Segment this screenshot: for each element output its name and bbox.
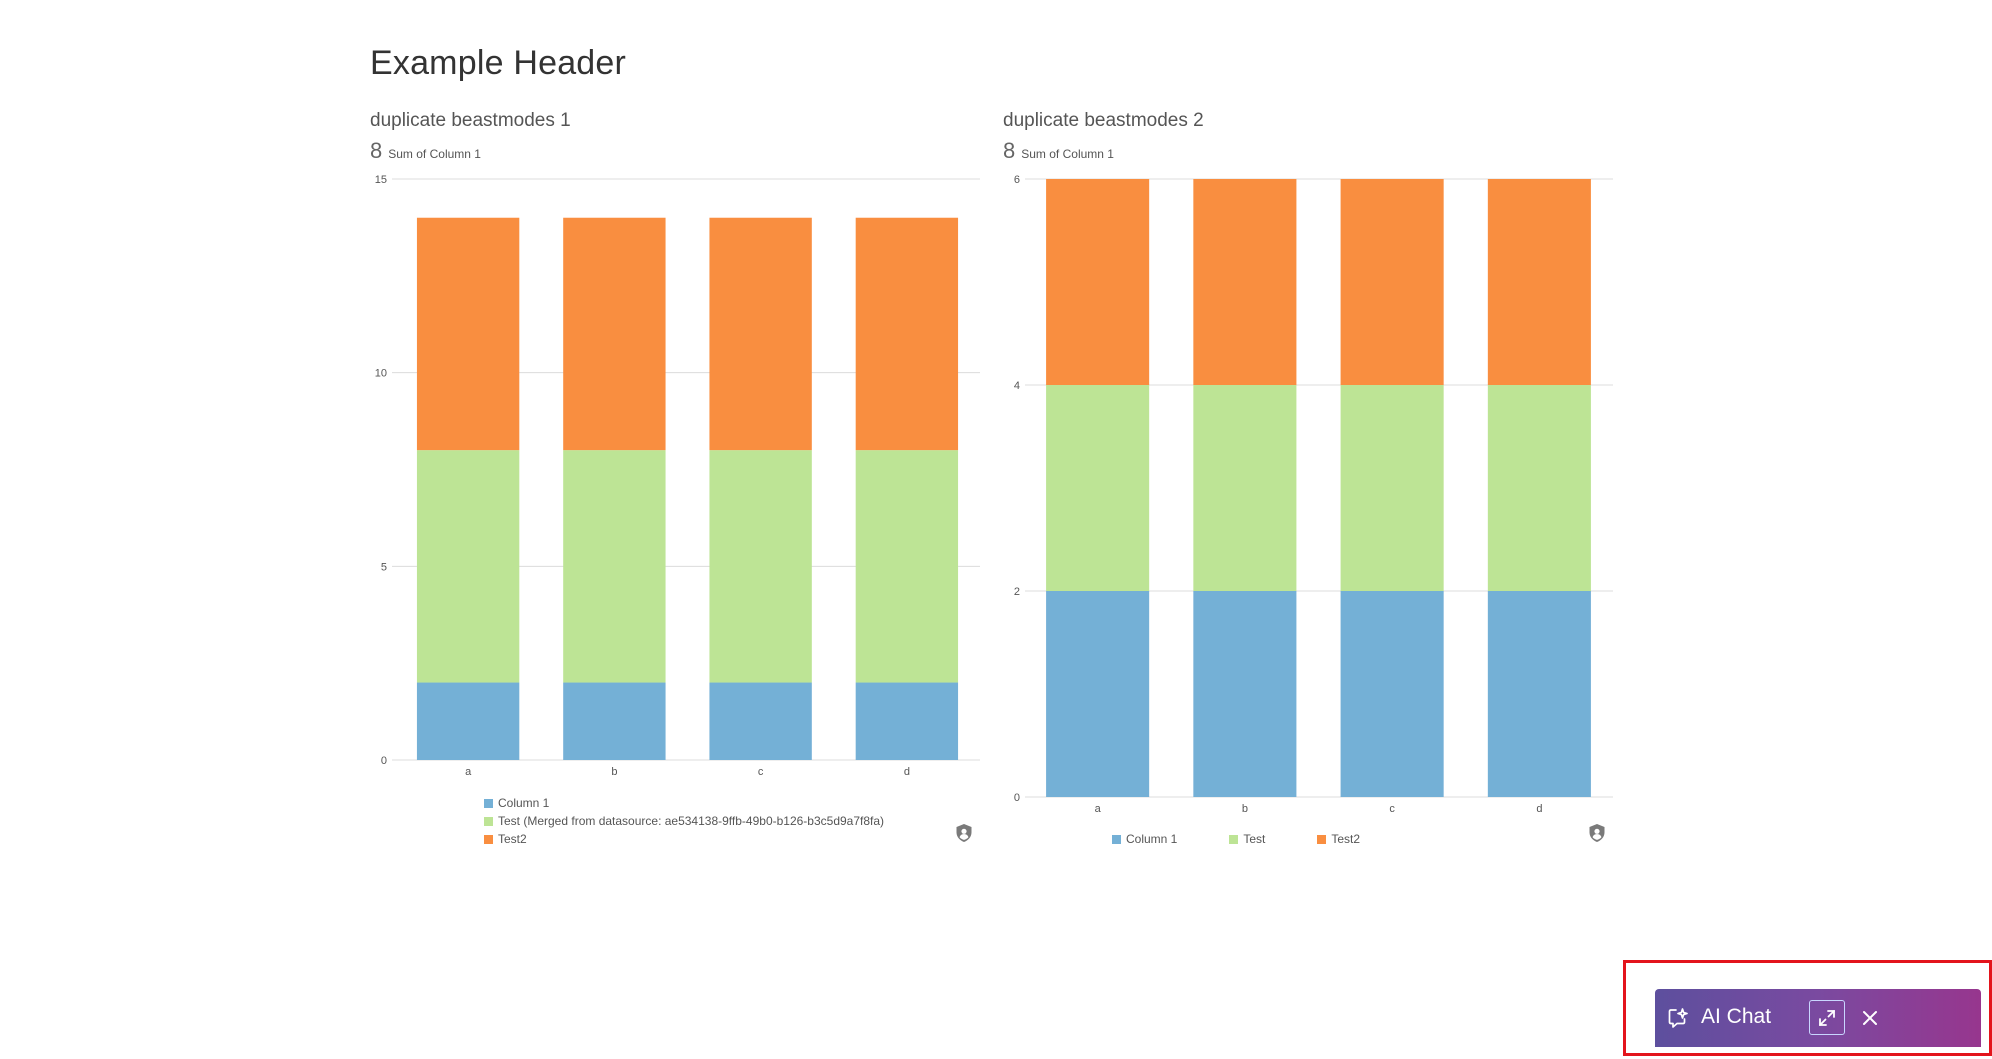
close-icon xyxy=(1863,1011,1877,1025)
ai-chat-highlight-frame xyxy=(1623,960,1992,1056)
y-tick-label: 4 xyxy=(1014,380,1020,392)
legend-label: Test2 xyxy=(1331,832,1361,846)
close-button[interactable] xyxy=(1853,1001,1887,1035)
bar-segment-d-0 xyxy=(1487,591,1591,797)
ai-chat-label[interactable]: AI Chat xyxy=(1701,1005,1772,1028)
x-tick-label: b xyxy=(611,766,617,778)
y-tick-label: 2 xyxy=(1014,586,1020,598)
summary-number: 8 xyxy=(1003,138,1016,163)
expand-icon xyxy=(1819,1009,1835,1026)
ai-chat-bar[interactable]: AI Chat xyxy=(1655,989,1981,1047)
chart-legend: Column 1 Test Test2 xyxy=(1112,830,1412,848)
x-tick-label: a xyxy=(1095,803,1102,815)
y-tick-label: 10 xyxy=(375,368,387,380)
card-title[interactable]: duplicate beastmodes 1 xyxy=(370,110,571,131)
bar-segment-c-2 xyxy=(709,217,812,451)
bar-segment-b-2 xyxy=(1193,179,1297,385)
bar-segment-c-0 xyxy=(1340,591,1444,797)
summary-label: Sum of Column 1 xyxy=(1021,147,1114,161)
legend-item-test[interactable]: Test xyxy=(1229,830,1265,848)
legend-swatch xyxy=(1317,834,1327,844)
legend-label: Column 1 xyxy=(498,796,550,810)
page-header: Example Header xyxy=(370,44,627,82)
bar-segment-a-1 xyxy=(416,450,520,683)
chart-legend: Column 1 Test (Merged from datasource: a… xyxy=(484,794,884,848)
bar-segment-a-1 xyxy=(1046,385,1150,591)
y-tick-label: 6 xyxy=(1014,174,1020,186)
legend-item-test2[interactable]: Test2 xyxy=(484,830,884,848)
legend-item-column-1[interactable]: Column 1 xyxy=(484,794,884,812)
stacked-bar-chart-2: 0 2 4 6 a b c d xyxy=(1014,174,1613,815)
legend-label: Test xyxy=(1243,832,1266,846)
stacked-bar-chart-1: 0 5 10 15 a b c d xyxy=(375,174,980,778)
legend-item-test2[interactable]: Test2 xyxy=(1317,830,1360,848)
y-tick-label: 0 xyxy=(381,755,387,767)
y-tick-label: 5 xyxy=(381,561,387,573)
card-duplicate-beastmodes-1: duplicate beastmodes 1 8 Sum of Column 1… xyxy=(370,110,990,850)
expand-button[interactable] xyxy=(1809,1000,1845,1035)
legend-swatch xyxy=(484,798,493,808)
bar-segment-b-2 xyxy=(563,217,666,451)
legend-label: Test (Merged from datasource: ae534138-9… xyxy=(498,814,885,828)
legend-label: Test2 xyxy=(498,832,527,846)
x-tick-label: b xyxy=(1242,803,1248,815)
bar-segment-d-2 xyxy=(855,217,959,451)
summary-number-block: 8 Sum of Column 1 xyxy=(370,140,481,162)
bar-segment-b-1 xyxy=(563,450,666,683)
bar-segment-a-0 xyxy=(1046,591,1150,797)
x-tick-label: d xyxy=(904,766,910,778)
x-tick-label: a xyxy=(465,766,472,778)
legend-item-column-1[interactable]: Column 1 xyxy=(1112,830,1177,848)
bar-segment-d-2 xyxy=(1487,179,1591,385)
bar-segment-d-1 xyxy=(1487,385,1591,591)
bar-segment-a-0 xyxy=(416,682,520,760)
summary-number-block: 8 Sum of Column 1 xyxy=(1003,140,1114,162)
legend-swatch xyxy=(1229,834,1239,844)
certified-shield-icon[interactable] xyxy=(954,823,974,843)
bar-segment-b-0 xyxy=(563,682,666,760)
bar-segment-b-0 xyxy=(1193,591,1297,797)
ai-chat-sparkle-icon xyxy=(1667,1007,1689,1029)
y-tick-label: 15 xyxy=(375,174,387,186)
bar-segment-b-1 xyxy=(1193,385,1297,591)
bar-segment-c-2 xyxy=(1340,179,1444,385)
card-title[interactable]: duplicate beastmodes 2 xyxy=(1003,110,1204,131)
summary-label: Sum of Column 1 xyxy=(388,147,481,161)
bar-segment-c-1 xyxy=(709,450,812,683)
bar-segment-c-0 xyxy=(709,682,812,760)
bar-segment-a-2 xyxy=(416,217,520,451)
x-tick-label: c xyxy=(1389,803,1395,815)
summary-number: 8 xyxy=(370,138,383,163)
bar-segment-a-2 xyxy=(1046,179,1150,385)
bar-segment-d-1 xyxy=(855,450,959,683)
x-tick-label: d xyxy=(1536,803,1542,815)
legend-swatch xyxy=(484,816,493,826)
legend-swatch xyxy=(1112,834,1121,844)
bar-segment-d-0 xyxy=(855,682,959,760)
bar-segment-c-1 xyxy=(1340,385,1444,591)
y-tick-label: 0 xyxy=(1014,792,1020,804)
card-duplicate-beastmodes-2: duplicate beastmodes 2 8 Sum of Column 1… xyxy=(1003,110,1623,850)
legend-item-test[interactable]: Test (Merged from datasource: ae534138-9… xyxy=(484,812,884,830)
legend-swatch xyxy=(484,834,493,844)
legend-label: Column 1 xyxy=(1126,832,1178,846)
x-tick-label: c xyxy=(758,766,764,778)
certified-shield-icon[interactable] xyxy=(1587,823,1607,843)
